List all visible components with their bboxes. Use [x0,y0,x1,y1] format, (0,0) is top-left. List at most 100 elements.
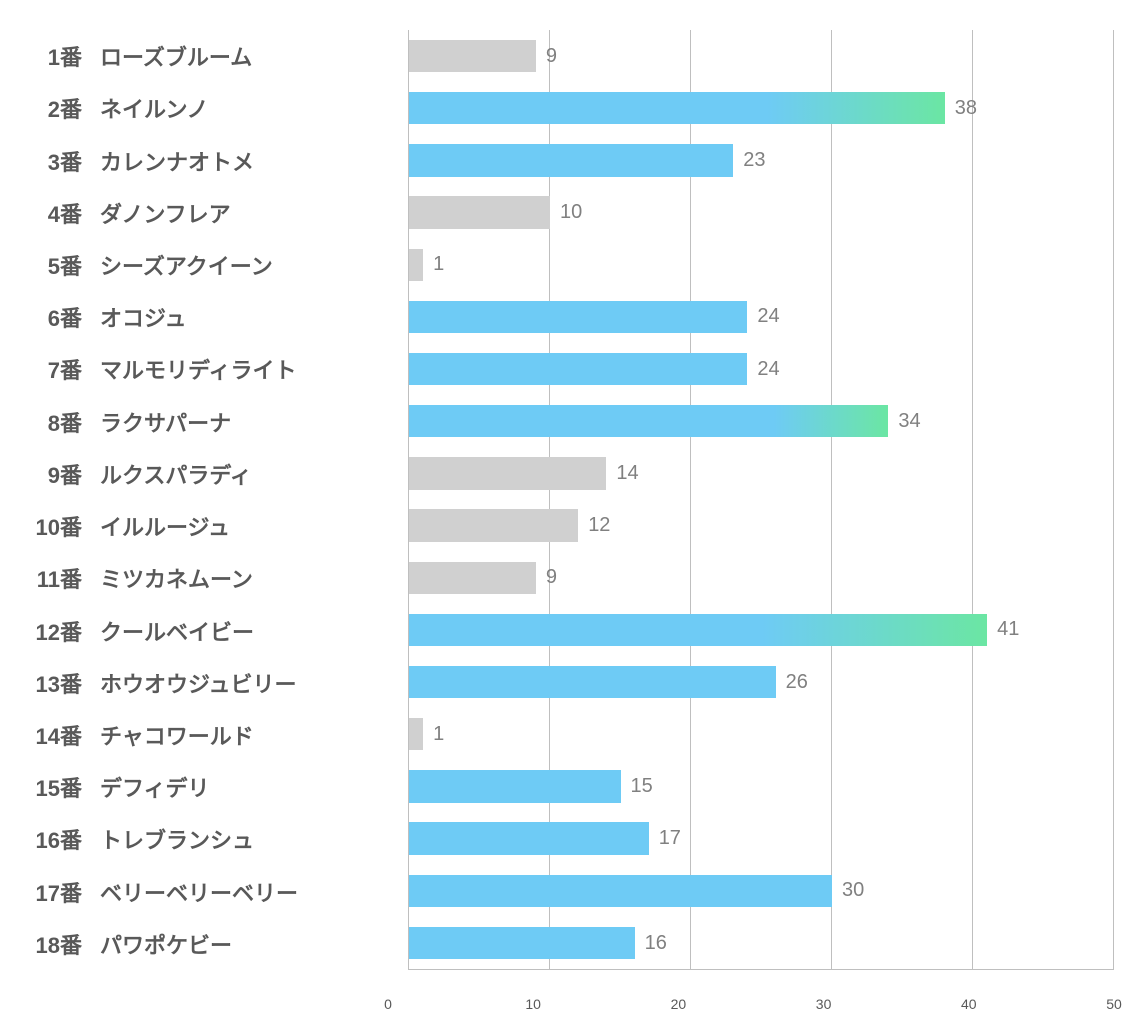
bar-row: 1 [409,239,1114,291]
entry-number: 15番 [20,771,100,803]
bar-value: 10 [560,201,582,224]
bar-value: 14 [616,462,638,485]
bar [409,666,776,698]
label-row: 15番デフィデリ [20,761,408,813]
bars-layer: 9 38 23 10 1 24 24 34 14 12 9 41 26 1 15 17 30 16 [409,30,1114,969]
entry-name: ラクサパーナ [100,406,231,438]
bar-value: 1 [433,723,444,746]
entry-number: 8番 [20,406,100,438]
entry-name: デフィデリ [100,771,210,803]
bar-row: 24 [409,291,1114,343]
label-row: 14番チャコワールド [20,709,408,761]
entry-number: 2番 [20,92,100,124]
entry-name: ルクスパラディ [100,458,252,490]
bar-value: 24 [757,305,779,328]
entry-number: 5番 [20,249,100,281]
entry-name: ミツカネムーン [100,562,253,594]
label-row: 18番パワポケビー [20,918,408,970]
bar [409,249,423,281]
entry-number: 11番 [20,562,100,594]
entry-number: 1番 [20,40,100,72]
entry-number: 10番 [20,510,100,542]
bar-value: 12 [588,514,610,537]
bar-chart: 1番ローズブルーム2番ネイルンノ3番カレンナオトメ4番ダノンフレア5番シーズアク… [0,0,1134,1020]
entry-number: 13番 [20,667,100,699]
bar [409,40,536,72]
bar-value: 1 [433,253,444,276]
label-row: 13番ホウオウジュビリー [20,657,408,709]
label-row: 5番シーズアクイーン [20,239,408,291]
plot-area: 9 38 23 10 1 24 24 34 14 12 9 41 26 1 15 17 30 16 [408,30,1114,970]
x-tick: 0 [384,996,392,1012]
bar-row: 1 [409,708,1114,760]
entry-number: 9番 [20,458,100,490]
bar [409,509,578,541]
entry-name: クールベイビー [100,615,254,647]
entry-number: 17番 [20,876,100,908]
entry-name: カレンナオトメ [100,145,254,177]
label-row: 8番ラクサパーナ [20,396,408,448]
label-row: 6番オコジュ [20,291,408,343]
entry-number: 7番 [20,353,100,385]
x-tick: 30 [816,996,832,1012]
entry-number: 16番 [20,823,100,855]
label-row: 1番ローズブルーム [20,30,408,82]
bar [409,144,733,176]
bar [409,718,423,750]
bar-value: 9 [546,566,557,589]
label-row: 16番トレブランシュ [20,813,408,865]
bar-row: 16 [409,917,1114,969]
bar [409,196,550,228]
bar-value: 41 [997,618,1019,641]
bar [409,457,606,489]
bar [409,770,621,802]
entry-name: ネイルンノ [100,92,208,124]
x-tick: 40 [961,996,977,1012]
x-tick: 10 [525,996,541,1012]
entry-number: 4番 [20,197,100,229]
bar-value: 16 [645,932,667,955]
entry-number: 14番 [20,719,100,751]
entry-name: ベリーベリーベリー [100,876,298,908]
bar-value: 26 [786,671,808,694]
bar-row: 14 [409,447,1114,499]
label-row: 3番カレンナオトメ [20,134,408,186]
bar [409,927,635,959]
entry-name: イルルージュ [100,510,230,542]
label-row: 9番ルクスパラディ [20,448,408,500]
x-tick: 20 [671,996,687,1012]
bar [409,353,747,385]
entry-name: ローズブルーム [100,40,252,72]
bar-row: 34 [409,395,1114,447]
bar-row: 30 [409,865,1114,917]
bar [409,562,536,594]
entry-name: ダノンフレア [100,197,231,229]
bar-row: 10 [409,187,1114,239]
bar [409,875,832,907]
label-row: 11番ミツカネムーン [20,552,408,604]
bar-row: 23 [409,134,1114,186]
label-row: 17番ベリーベリーベリー [20,866,408,918]
entry-name: チャコワールド [100,719,254,751]
bar-value: 15 [631,775,653,798]
bar-value: 24 [757,358,779,381]
entry-number: 6番 [20,301,100,333]
bar-value: 17 [659,827,681,850]
x-axis: 01020304050 [388,990,1114,1020]
entry-name: マルモリディライト [100,353,296,385]
y-axis-labels: 1番ローズブルーム2番ネイルンノ3番カレンナオトメ4番ダノンフレア5番シーズアク… [20,30,408,970]
entry-name: オコジュ [100,301,186,333]
bar-row: 17 [409,813,1114,865]
label-row: 4番ダノンフレア [20,187,408,239]
bar-value: 30 [842,879,864,902]
bar-row: 9 [409,552,1114,604]
bar-value: 38 [955,97,977,120]
bar-row: 9 [409,30,1114,82]
entry-name: パワポケビー [100,928,232,960]
entry-name: ホウオウジュビリー [100,667,296,699]
chart-body: 1番ローズブルーム2番ネイルンノ3番カレンナオトメ4番ダノンフレア5番シーズアク… [20,30,1114,970]
bar-value: 34 [898,410,920,433]
label-row: 7番マルモリディライト [20,343,408,395]
bar [409,301,747,333]
x-tick: 50 [1106,996,1122,1012]
